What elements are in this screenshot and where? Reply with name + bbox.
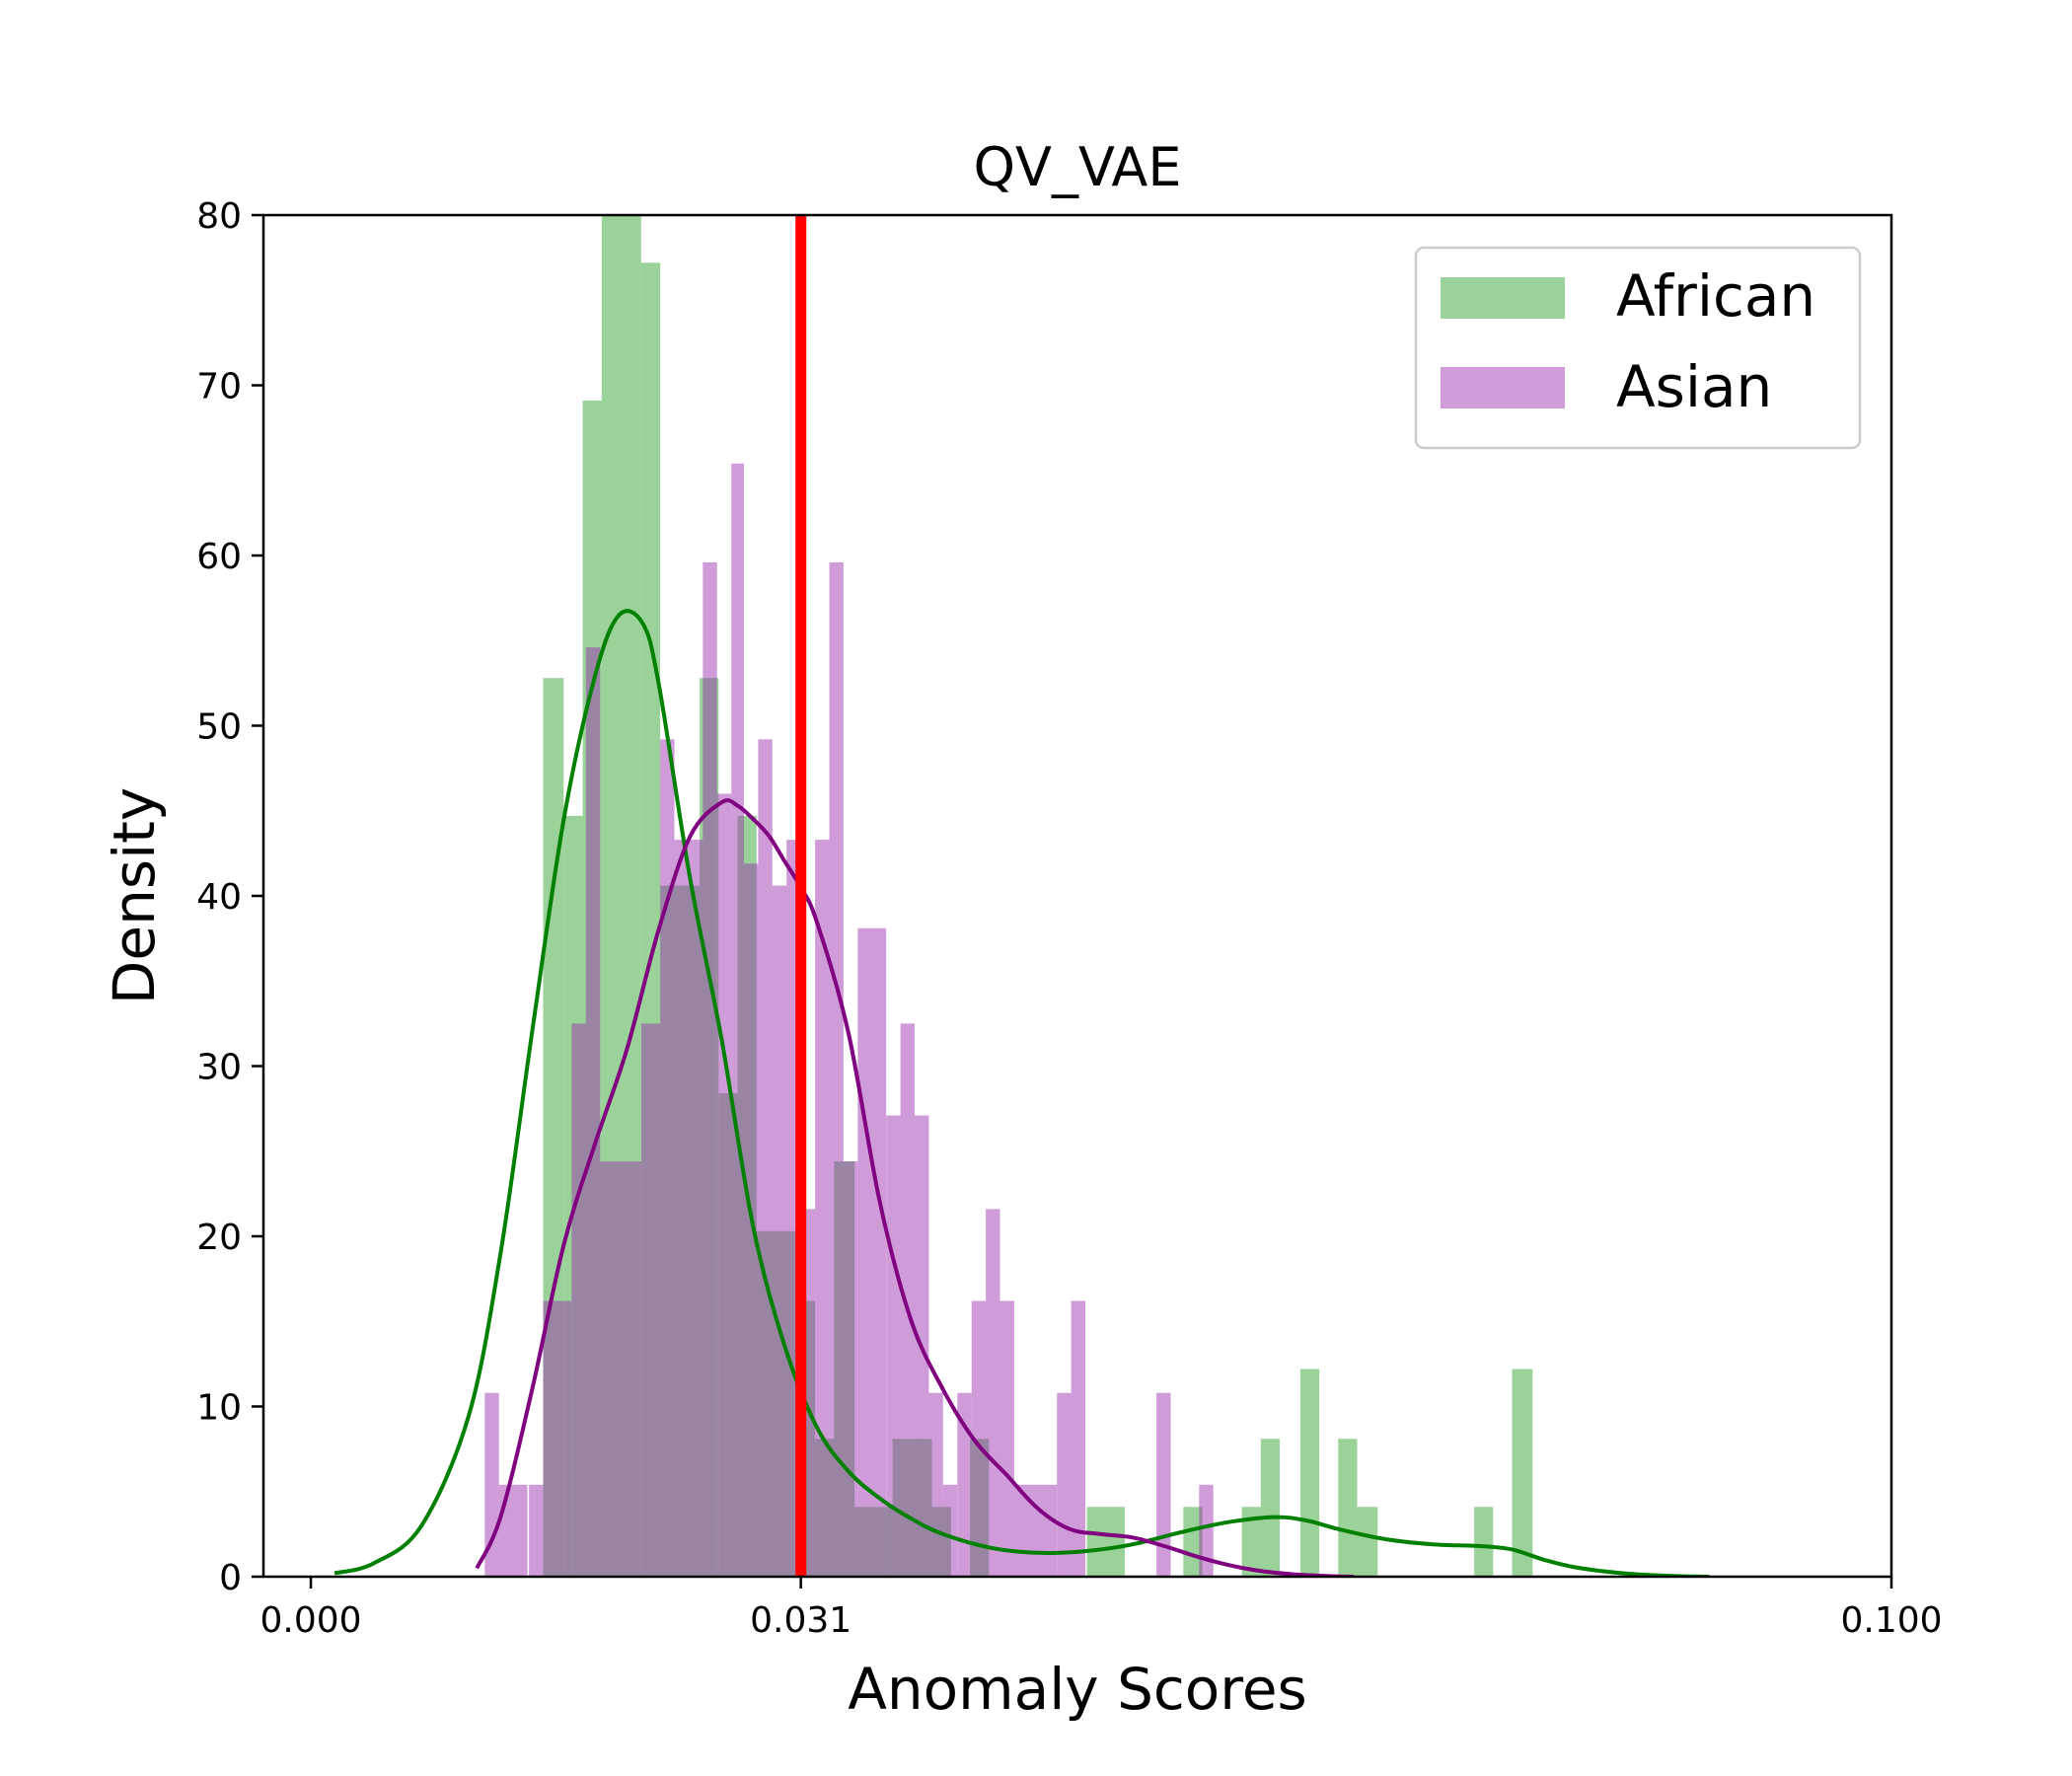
y-tick-label: 50 [196, 707, 242, 748]
bar-asian-7 [640, 1023, 661, 1577]
legend-box [1414, 246, 1862, 450]
chart-title: QV_VAE [974, 136, 1182, 198]
bar-african-1 [563, 815, 583, 1577]
bar-asian-8 [660, 739, 675, 1577]
kde-curves [333, 609, 1710, 1577]
bar-african-6 [679, 885, 701, 1577]
bar-asian-34 [1057, 1392, 1072, 1577]
bar-african-5 [660, 885, 680, 1577]
bar-asian-30 [986, 1209, 1000, 1577]
bar-asian-9 [674, 840, 689, 1577]
bar-asian-1 [498, 1484, 528, 1577]
bar-asian-27 [942, 1484, 958, 1577]
bar-asian-29 [971, 1300, 987, 1577]
bar-asian-11 [703, 561, 717, 1577]
bar-african-28 [1474, 1507, 1494, 1577]
bar-asian-2 [529, 1484, 544, 1577]
bar-asian-15 [758, 739, 773, 1577]
axis-ticks: 0 10 20 30 40 50 60 70 80 0.000 0.031 0.100 [196, 196, 1942, 1641]
bar-african-23 [1241, 1507, 1261, 1577]
y-tick-label: 40 [196, 877, 242, 918]
series-asian-bars [484, 463, 1214, 1577]
bar-african-15 [854, 1507, 874, 1577]
x-tick-label: 0.100 [1840, 1600, 1942, 1641]
bar-asian-16 [772, 885, 787, 1577]
bar-asian-10 [688, 840, 703, 1577]
y-tick-label: 80 [196, 196, 242, 237]
bar-african-19 [931, 1507, 951, 1577]
kde-line-african [333, 609, 1710, 1577]
bar-asian-35 [1071, 1300, 1085, 1577]
y-tick-label: 20 [196, 1218, 242, 1258]
bar-african-4 [640, 262, 661, 1577]
bar-asian-12 [716, 793, 732, 1577]
bar-african-8 [718, 1093, 738, 1577]
bar-african-2 [582, 401, 602, 1577]
y-tick-label: 60 [196, 537, 242, 577]
bar-asian-22 [857, 927, 887, 1577]
bar-asian-24 [900, 1023, 915, 1577]
legend-label-asian: Asian [1616, 353, 1772, 420]
legend-label-african: African [1616, 262, 1815, 330]
x-axis-label: Anomaly Scores [848, 1656, 1307, 1723]
bar-asian-5 [585, 647, 601, 1577]
y-tick-label: 10 [196, 1388, 242, 1429]
bar-asian-4 [571, 1023, 586, 1577]
x-tick-label: 0.000 [260, 1600, 362, 1641]
bar-asian-37 [1199, 1484, 1214, 1577]
bar-asian-26 [928, 1392, 943, 1577]
bar-asian-21 [843, 1161, 858, 1577]
bar-asian-19 [815, 840, 830, 1577]
y-axis-label: Density [101, 787, 168, 1005]
bar-african-26 [1338, 1439, 1358, 1577]
bar-african-16 [873, 1507, 893, 1577]
bar-asian-3 [543, 1300, 572, 1577]
bar-asian-28 [957, 1392, 972, 1577]
legend-swatch-african [1441, 277, 1565, 319]
bar-african-10 [756, 1230, 777, 1577]
bar-african-3 [601, 215, 641, 1577]
y-tick-label: 70 [196, 367, 242, 407]
bar-asian-36 [1156, 1392, 1171, 1577]
bar-african-25 [1299, 1369, 1320, 1577]
y-tick-label: 0 [219, 1558, 242, 1598]
bar-african-22 [1183, 1507, 1203, 1577]
kde-line-asian [475, 798, 1355, 1577]
bar-asian-6 [600, 1161, 641, 1577]
bar-asian-20 [829, 561, 844, 1577]
bar-african-27 [1357, 1507, 1378, 1577]
bar-african-29 [1512, 1369, 1533, 1577]
bar-african-17 [892, 1439, 912, 1577]
bar-asian-31 [999, 1300, 1014, 1577]
bar-african-24 [1260, 1439, 1280, 1577]
bar-asian-13 [731, 463, 744, 1577]
bar-african-7 [700, 678, 719, 1577]
bar-asian-23 [886, 1115, 901, 1577]
bar-african-21 [1086, 1507, 1125, 1577]
legend: African Asian [1414, 246, 1862, 450]
bar-asian-33 [1028, 1484, 1058, 1577]
legend-swatch-asian [1441, 367, 1565, 408]
bar-african-0 [543, 678, 564, 1577]
x-tick-label: 0.031 [750, 1600, 851, 1641]
bar-african-11 [777, 1230, 796, 1577]
bar-african-18 [911, 1439, 932, 1577]
y-tick-label: 30 [196, 1048, 242, 1088]
bar-african-13 [815, 1439, 835, 1577]
